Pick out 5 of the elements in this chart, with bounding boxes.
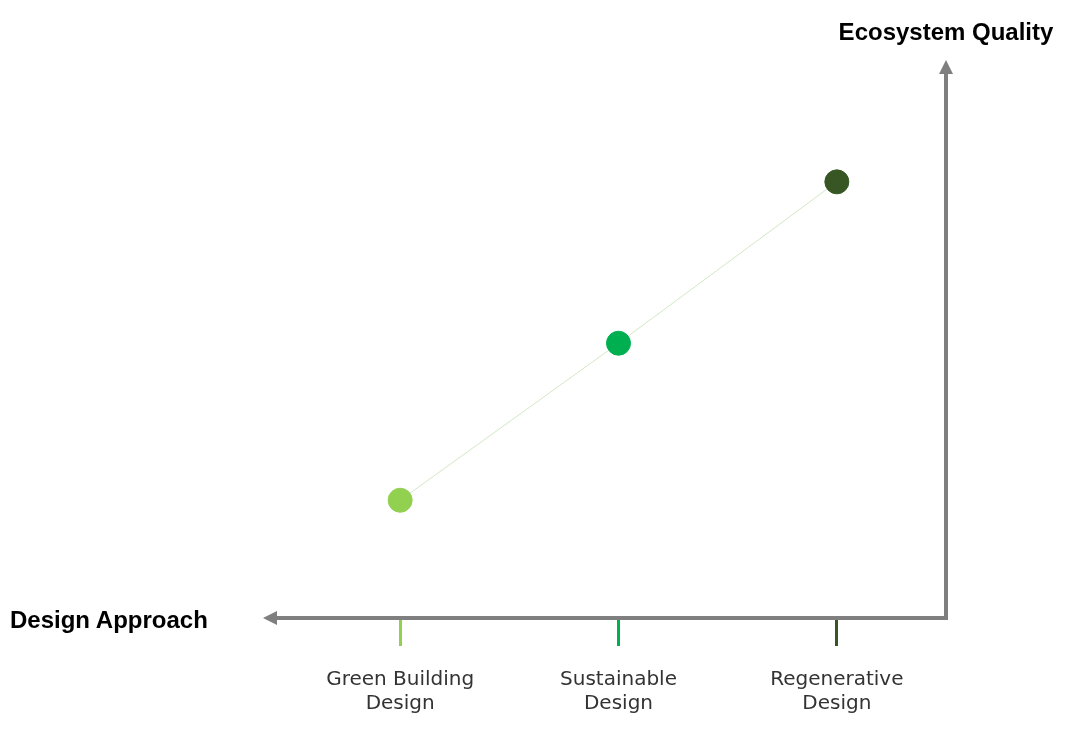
x-tick-label: Regenerative Design bbox=[770, 666, 904, 715]
x-tick-label: Green Building Design bbox=[326, 666, 475, 715]
x-tick-label: Sustainable Design bbox=[560, 666, 677, 715]
text: Ecosystem Quality bbox=[838, 18, 1054, 46]
x-axis-title: Design Approach bbox=[10, 606, 208, 634]
